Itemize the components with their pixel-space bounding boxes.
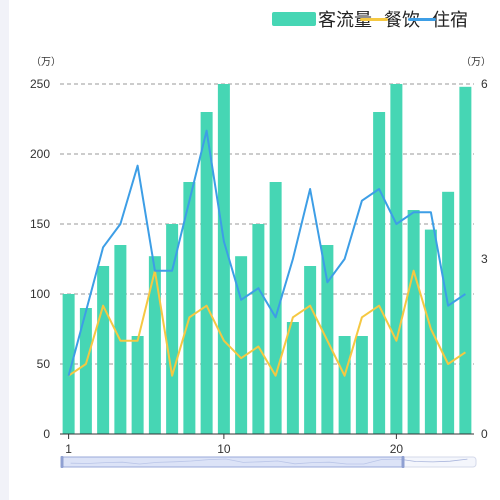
grid-lines	[60, 83, 474, 365]
data-zoom-handle-left[interactable]	[60, 456, 64, 468]
data-zoom-handle-right[interactable]	[401, 456, 405, 468]
y-tick-label-left: 100	[30, 287, 50, 301]
line-series	[67, 129, 466, 377]
legend-item-dining[interactable]: 餐饮	[360, 6, 422, 32]
legend-item-lodging[interactable]: 住宿	[408, 6, 470, 32]
y-tick-label-right: 6	[481, 77, 488, 91]
bar-passenger-flow	[286, 322, 299, 434]
line-lodging	[67, 129, 466, 376]
y-tick-label-left: 50	[37, 357, 51, 371]
x-tick-label: 10	[217, 442, 231, 456]
data-zoom-slider[interactable]	[60, 456, 477, 468]
y-tick-label-right: 3	[481, 252, 488, 266]
bar-passenger-flow	[338, 336, 351, 434]
x-tick-label: 1	[65, 442, 72, 456]
legend: 客流量 餐饮 住宿	[272, 6, 470, 32]
bar-passenger-flow	[79, 308, 92, 434]
axes: 0 50 100 150 200 250 0 3 6 1 10 20	[30, 77, 488, 456]
y-tick-label-right: 0	[481, 427, 488, 441]
legend-swatch-passenger-flow	[272, 12, 316, 26]
y-tick-label-left: 0	[43, 427, 50, 441]
y-tick-label-left: 250	[30, 77, 50, 91]
bar-passenger-flow	[390, 84, 403, 434]
bar-passenger-flow	[148, 256, 161, 434]
legend-label-passenger-flow: 客流量	[318, 10, 372, 31]
x-tick-label: 20	[390, 442, 404, 456]
bar-passenger-flow	[304, 266, 317, 434]
bar-passenger-flow	[166, 224, 179, 434]
legend-swatch-lodging	[408, 12, 436, 26]
legend-swatch-dining	[360, 12, 388, 26]
bar-passenger-flow	[252, 224, 265, 434]
legend-item-passenger-flow[interactable]: 客流量	[272, 6, 374, 32]
y-tick-label-left: 200	[30, 147, 50, 161]
bar-passenger-flow	[424, 229, 437, 434]
data-zoom-selection[interactable]	[61, 456, 404, 468]
bar-passenger-flow	[200, 112, 213, 434]
right-axis-unit: （万）	[461, 57, 491, 68]
side-strip	[0, 0, 9, 500]
legend-label-dining: 餐饮	[384, 10, 420, 31]
bar-passenger-flow	[183, 182, 196, 434]
legend-label-lodging: 住宿	[432, 10, 468, 31]
line-dining	[68, 269, 466, 377]
bar-series-passenger-flow	[62, 84, 472, 435]
bar-passenger-flow	[355, 336, 368, 434]
bar-passenger-flow	[373, 112, 386, 434]
bar-passenger-flow	[442, 191, 455, 434]
bar-passenger-flow	[269, 182, 282, 434]
bar-passenger-flow	[459, 86, 472, 435]
left-axis-unit: （万）	[31, 57, 61, 68]
bar-passenger-flow	[97, 266, 110, 434]
bar-passenger-flow	[235, 256, 248, 434]
bar-passenger-flow	[217, 84, 230, 434]
y-tick-label-left: 150	[30, 217, 50, 231]
bar-passenger-flow	[62, 294, 75, 434]
bar-passenger-flow	[131, 336, 144, 434]
bar-passenger-flow	[407, 210, 420, 434]
